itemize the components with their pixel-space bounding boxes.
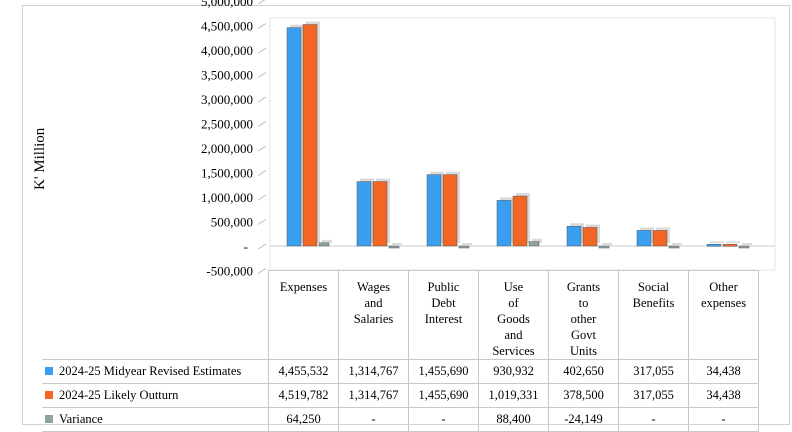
bar-midyear bbox=[706, 244, 722, 247]
bar-midyear bbox=[356, 181, 372, 247]
y-tick-label: - bbox=[244, 239, 248, 254]
bar-midyear bbox=[636, 230, 652, 247]
bar-variance bbox=[668, 245, 680, 249]
bar-shadow bbox=[462, 243, 472, 245]
table-corner bbox=[42, 270, 269, 360]
data-cell: 317,055 bbox=[618, 383, 689, 408]
category-label: Public Debt Interest bbox=[408, 270, 479, 360]
data-cell: 378,500 bbox=[548, 383, 619, 408]
y-tick-mark bbox=[257, 219, 267, 225]
y-tick-mark bbox=[257, 145, 267, 152]
bar-shadow bbox=[322, 239, 332, 243]
data-cell: 317,055 bbox=[618, 359, 689, 384]
bar-variance bbox=[598, 245, 610, 249]
y-tick-label: 500,000 bbox=[211, 215, 253, 230]
y-tick-mark bbox=[257, 121, 267, 127]
series-name: 2024-25 Midyear Revised Estimates bbox=[59, 364, 242, 378]
y-tick-label: 4,500,000 bbox=[201, 19, 253, 34]
data-cell: 4,519,782 bbox=[268, 383, 339, 408]
y-tick-label: 5,000,000 bbox=[201, 0, 253, 9]
bar-shadow bbox=[602, 243, 612, 245]
bar-outturn bbox=[722, 244, 738, 247]
y-tick-label: 4,000,000 bbox=[201, 43, 253, 58]
data-cell: 1,019,331 bbox=[478, 383, 549, 408]
category-label: Wages and Salaries bbox=[338, 270, 409, 360]
legend-entry: 2024-25 Midyear Revised Estimates bbox=[42, 359, 269, 384]
y-tick-mark bbox=[257, 170, 267, 176]
category-label: Grants to other Govt Units bbox=[548, 270, 619, 360]
bar-outturn bbox=[512, 195, 528, 247]
legend-entry: Variance bbox=[42, 407, 269, 432]
data-cell: 1,455,690 bbox=[408, 383, 479, 408]
bar-midyear bbox=[286, 27, 302, 247]
y-tick-mark bbox=[257, 0, 266, 5]
y-tick-mark bbox=[257, 96, 267, 103]
data-cell: - bbox=[688, 407, 759, 432]
bar-shadow bbox=[742, 243, 752, 245]
bar-variance bbox=[458, 245, 470, 249]
bar-variance bbox=[738, 245, 750, 249]
data-cell: 34,438 bbox=[688, 359, 759, 384]
y-tick-label: 1,500,000 bbox=[201, 166, 253, 181]
bar-variance bbox=[318, 242, 330, 247]
bar-midyear bbox=[496, 200, 512, 247]
data-cell: 1,314,767 bbox=[338, 383, 409, 408]
data-cell: - bbox=[408, 407, 479, 432]
series-name: 2024-25 Likely Outturn bbox=[59, 388, 179, 402]
y-tick-label: 3,500,000 bbox=[201, 68, 253, 83]
data-cell: 4,455,532 bbox=[268, 359, 339, 384]
bar-variance bbox=[388, 245, 400, 249]
y-tick-label: 2,500,000 bbox=[201, 117, 253, 132]
bar-outturn bbox=[442, 174, 458, 247]
bar-midyear bbox=[566, 226, 582, 247]
category-label: Expenses bbox=[268, 270, 339, 360]
series-name: Variance bbox=[59, 412, 103, 426]
data-table: Expenses Wages and Salaries Public Debt In… bbox=[42, 270, 759, 432]
data-cell: 34,438 bbox=[688, 383, 759, 408]
bar-shadow bbox=[726, 241, 740, 244]
data-cell: 1,455,690 bbox=[408, 359, 479, 384]
bar-outturn bbox=[652, 230, 668, 247]
y-tick-label: 1,000,000 bbox=[201, 190, 253, 205]
y-tick-mark bbox=[257, 72, 267, 78]
bar-variance bbox=[528, 241, 540, 247]
bar-midyear bbox=[426, 174, 442, 247]
data-cell: 64,250 bbox=[268, 407, 339, 432]
bar-shadow bbox=[672, 243, 682, 245]
legend-swatch bbox=[45, 415, 53, 423]
data-cell: 402,650 bbox=[548, 359, 619, 384]
y-tick-label: 3,000,000 bbox=[201, 92, 253, 107]
data-cell: - bbox=[618, 407, 689, 432]
data-cell: 930,932 bbox=[478, 359, 549, 384]
bar-shadow bbox=[532, 238, 542, 243]
legend-entry: 2024-25 Likely Outturn bbox=[42, 383, 269, 408]
bar-shadow bbox=[710, 241, 724, 244]
bar-shadow bbox=[392, 243, 402, 245]
bar-outturn bbox=[302, 24, 318, 247]
y-tick-mark bbox=[257, 47, 267, 54]
category-label: Other expenses bbox=[688, 270, 759, 360]
y-tick-mark bbox=[257, 23, 267, 29]
category-label: Social Benefits bbox=[618, 270, 689, 360]
category-label: Use of Goods and Services bbox=[478, 270, 549, 360]
data-cell: 88,400 bbox=[478, 407, 549, 432]
data-cell: 1,314,767 bbox=[338, 359, 409, 384]
legend-swatch bbox=[45, 391, 53, 399]
y-tick-label: 2,000,000 bbox=[201, 141, 253, 156]
data-cell: -24,149 bbox=[548, 407, 619, 432]
legend-swatch bbox=[45, 367, 53, 375]
bar-outturn bbox=[582, 227, 598, 247]
y-tick-mark bbox=[257, 194, 267, 201]
data-cell: - bbox=[338, 407, 409, 432]
bar-outturn bbox=[372, 181, 388, 247]
y-tick-mark bbox=[257, 243, 267, 250]
